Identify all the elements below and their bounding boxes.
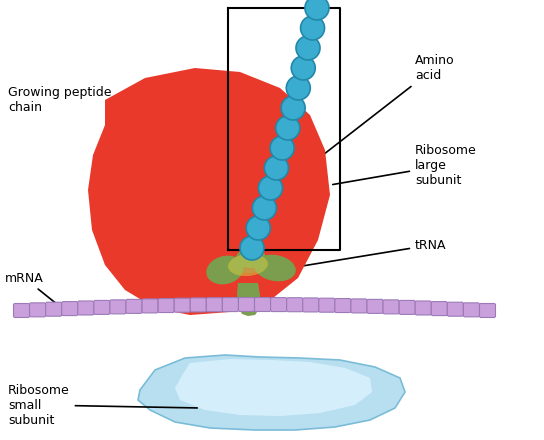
- FancyBboxPatch shape: [61, 301, 78, 315]
- Polygon shape: [237, 283, 260, 316]
- Circle shape: [300, 16, 325, 40]
- Circle shape: [264, 156, 288, 180]
- FancyBboxPatch shape: [335, 298, 351, 312]
- FancyBboxPatch shape: [222, 297, 238, 312]
- Ellipse shape: [228, 254, 268, 276]
- FancyBboxPatch shape: [94, 301, 110, 315]
- Circle shape: [281, 96, 305, 120]
- FancyBboxPatch shape: [46, 302, 61, 316]
- FancyBboxPatch shape: [399, 301, 415, 315]
- Text: tRNA: tRNA: [293, 238, 447, 268]
- FancyBboxPatch shape: [29, 303, 46, 317]
- Circle shape: [246, 216, 270, 240]
- FancyBboxPatch shape: [319, 298, 335, 312]
- FancyBboxPatch shape: [126, 299, 142, 313]
- Polygon shape: [88, 68, 330, 315]
- Circle shape: [305, 0, 329, 20]
- FancyBboxPatch shape: [78, 301, 94, 315]
- FancyBboxPatch shape: [383, 300, 399, 314]
- FancyBboxPatch shape: [110, 300, 126, 314]
- Circle shape: [270, 136, 294, 160]
- Ellipse shape: [236, 248, 266, 268]
- Text: Amino
acid: Amino acid: [283, 54, 455, 186]
- FancyBboxPatch shape: [303, 298, 319, 312]
- FancyBboxPatch shape: [367, 299, 383, 313]
- FancyBboxPatch shape: [447, 302, 463, 316]
- Circle shape: [252, 196, 276, 220]
- FancyBboxPatch shape: [14, 304, 29, 318]
- FancyBboxPatch shape: [431, 301, 447, 315]
- Text: Ribosome
large
subunit: Ribosome large subunit: [333, 143, 477, 187]
- FancyBboxPatch shape: [255, 297, 270, 312]
- Circle shape: [240, 236, 264, 260]
- Circle shape: [286, 76, 310, 100]
- FancyBboxPatch shape: [351, 299, 367, 313]
- FancyBboxPatch shape: [415, 301, 431, 315]
- Ellipse shape: [232, 257, 264, 273]
- Ellipse shape: [206, 256, 244, 284]
- Polygon shape: [138, 355, 405, 430]
- Text: mRNA: mRNA: [5, 271, 66, 311]
- Ellipse shape: [254, 255, 296, 281]
- FancyBboxPatch shape: [287, 298, 302, 312]
- FancyBboxPatch shape: [174, 298, 190, 312]
- Circle shape: [291, 56, 316, 80]
- FancyBboxPatch shape: [206, 298, 222, 312]
- FancyBboxPatch shape: [158, 298, 174, 312]
- FancyBboxPatch shape: [142, 299, 158, 313]
- FancyBboxPatch shape: [238, 297, 255, 312]
- Polygon shape: [175, 359, 372, 416]
- Text: Growing peptide
chain: Growing peptide chain: [8, 86, 225, 139]
- FancyBboxPatch shape: [270, 297, 287, 312]
- Circle shape: [276, 116, 300, 140]
- FancyBboxPatch shape: [190, 298, 206, 312]
- Circle shape: [296, 36, 320, 60]
- FancyBboxPatch shape: [479, 304, 496, 318]
- FancyBboxPatch shape: [463, 303, 479, 317]
- Circle shape: [258, 176, 282, 200]
- Text: Ribosome
small
subunit: Ribosome small subunit: [8, 384, 197, 426]
